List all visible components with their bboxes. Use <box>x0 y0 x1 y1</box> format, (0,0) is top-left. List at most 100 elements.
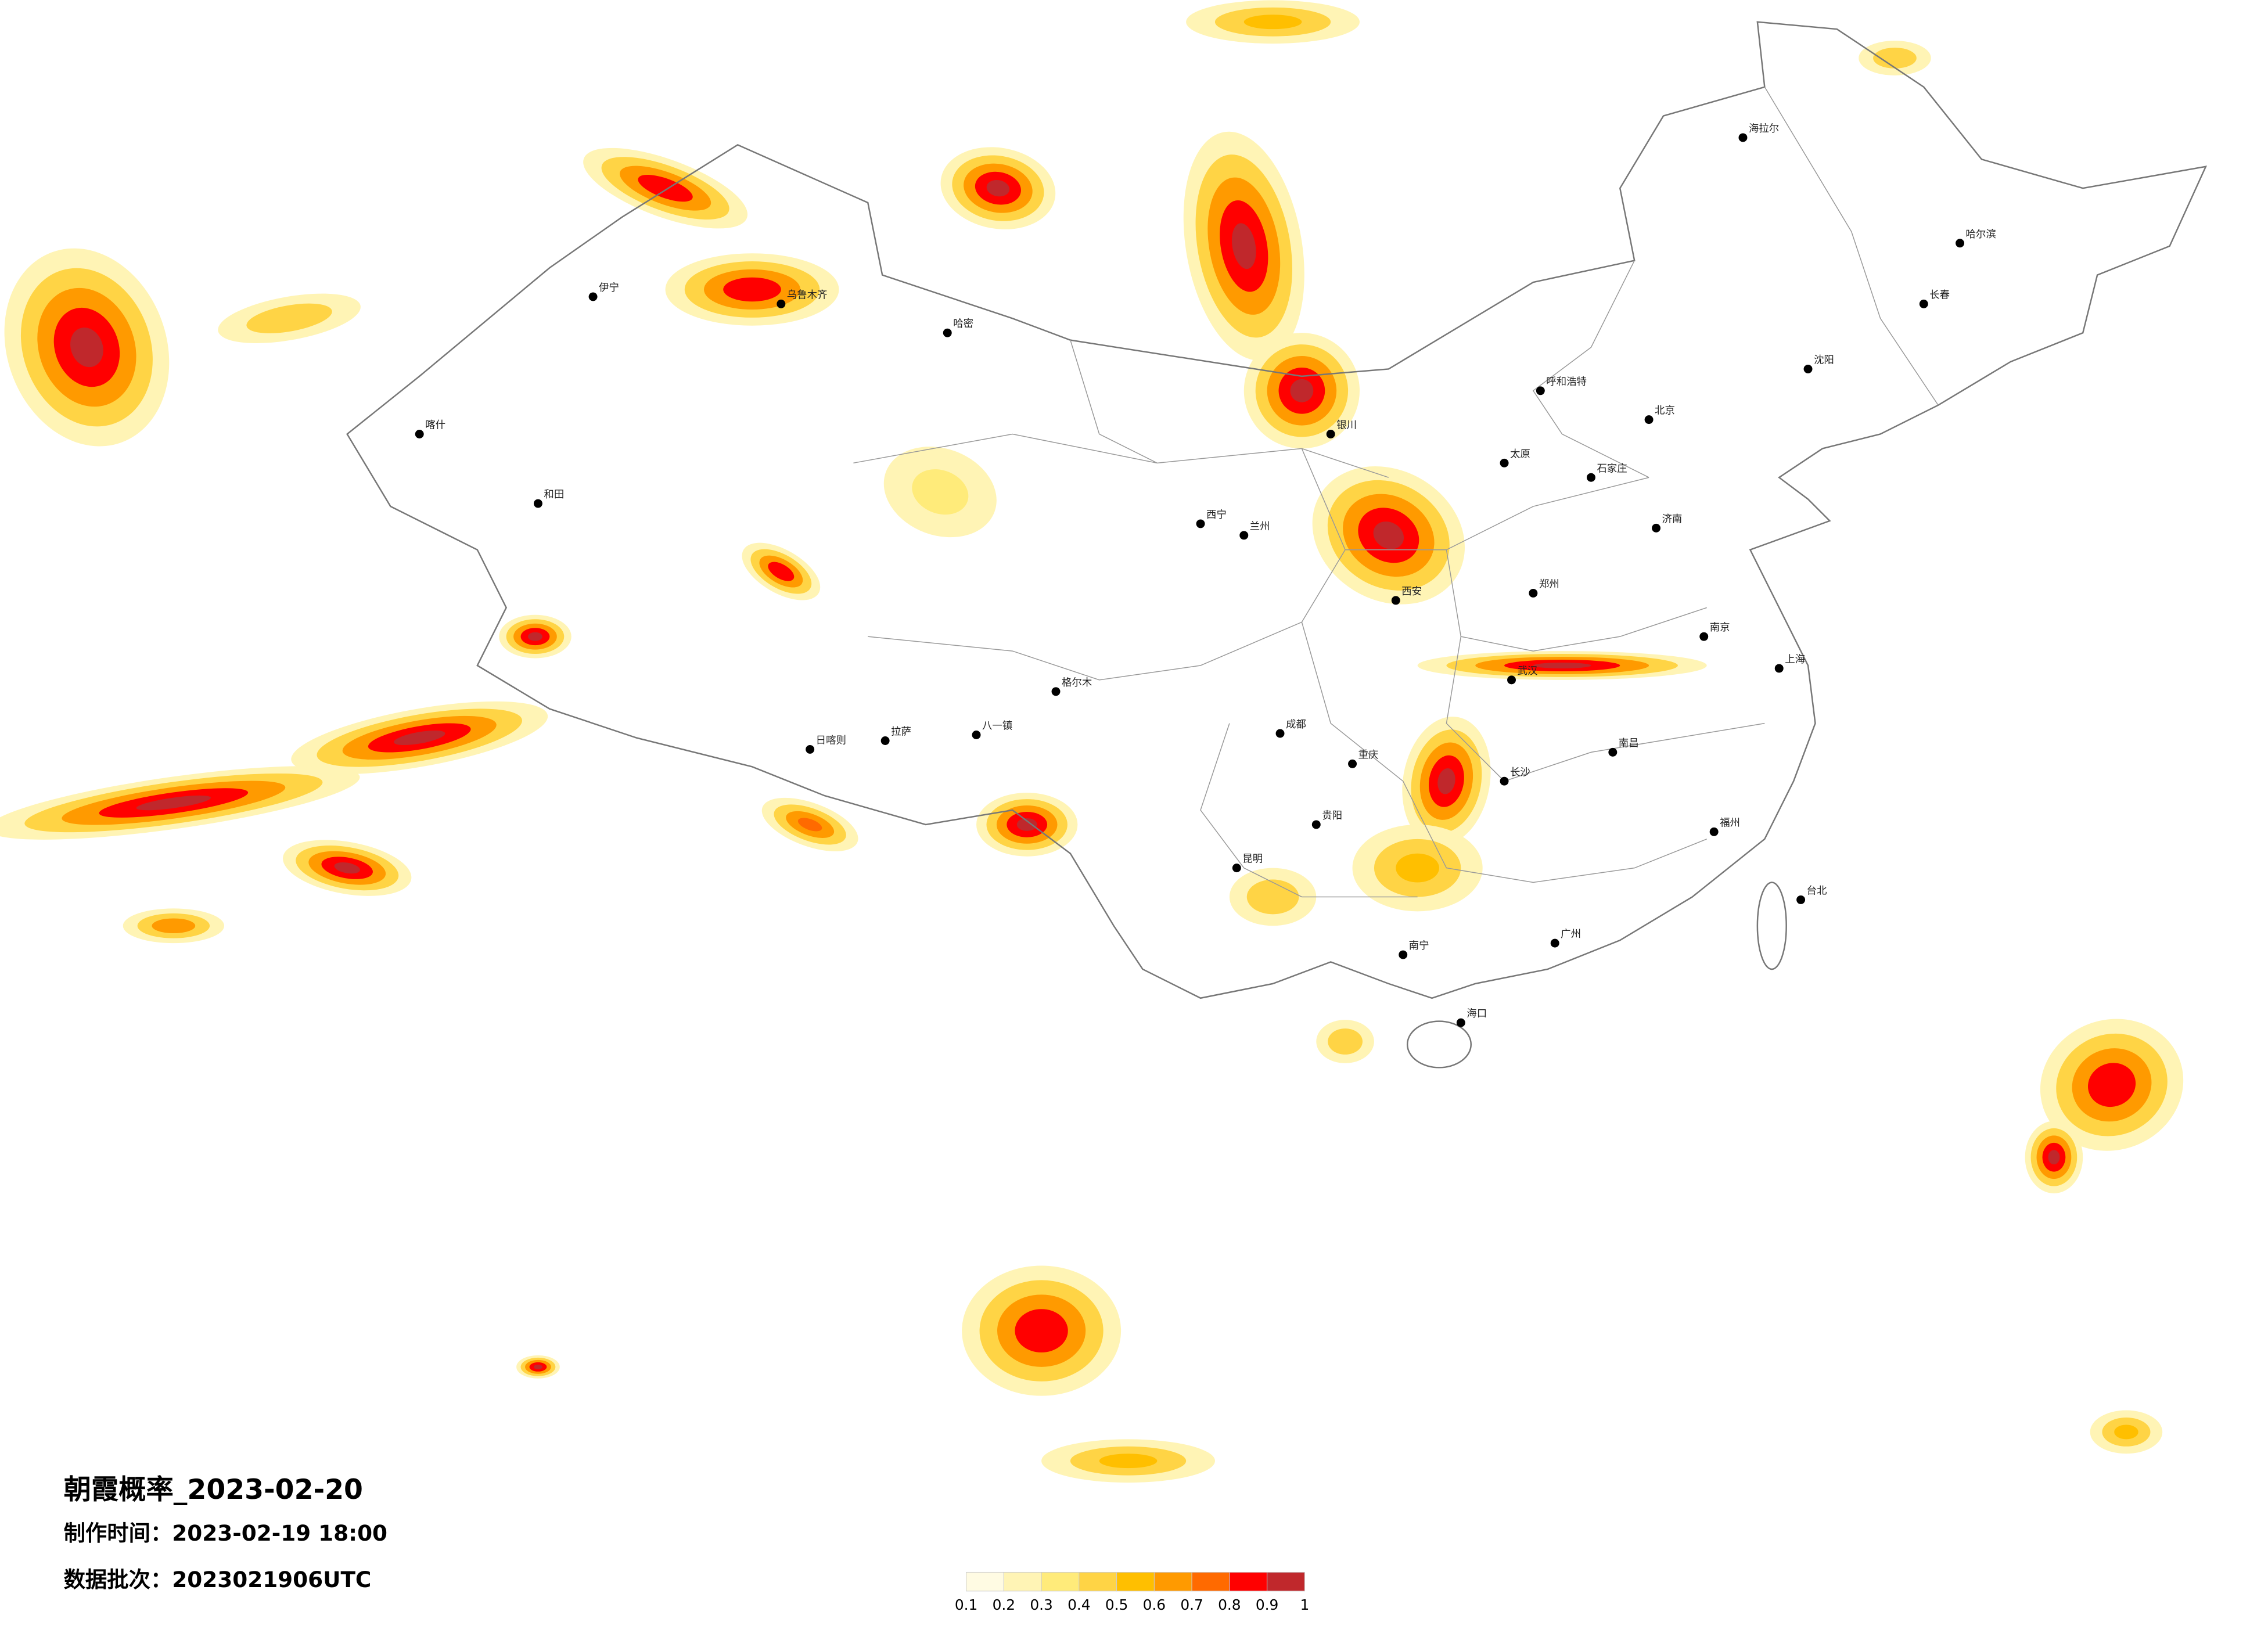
legend-tick-label: 1 <box>1300 1596 1309 1613</box>
probability-blob <box>152 918 196 934</box>
city-dot <box>1500 458 1509 467</box>
city-dot <box>1550 938 1559 948</box>
city-label: 石家庄 <box>1597 463 1627 474</box>
city-dot <box>1051 687 1061 696</box>
probability-blob <box>1246 879 1299 915</box>
city-dot <box>1196 519 1205 528</box>
city-label: 济南 <box>1662 513 1683 525</box>
probability-blob <box>1437 768 1455 794</box>
city-label: 成都 <box>1286 719 1306 731</box>
city-dot <box>533 499 542 508</box>
legend-swatch <box>1153 1571 1192 1592</box>
city-label: 福州 <box>1720 817 1740 829</box>
legend-tick-label: 0.1 <box>955 1596 978 1613</box>
city-dot <box>1652 523 1661 533</box>
city-label: 南宁 <box>1409 940 1429 952</box>
legend-swatch <box>966 1571 1004 1592</box>
city-dot <box>1311 820 1321 829</box>
city-label: 台北 <box>1807 885 1827 897</box>
legend-tick-label: 0.4 <box>1067 1596 1091 1613</box>
city-dot <box>1919 299 1928 308</box>
legend-tick-label: 0.2 <box>993 1596 1016 1613</box>
probability-blob <box>334 862 360 874</box>
probability-blob <box>638 175 693 202</box>
city-label: 海拉尔 <box>1749 123 1779 135</box>
country-border <box>346 21 2208 999</box>
legend-tick-label: 0.8 <box>1218 1596 1241 1613</box>
city-dot <box>1399 950 1408 959</box>
map-title: 朝霞概率_2023-02-20 <box>64 1474 363 1506</box>
city-dot <box>1774 664 1784 673</box>
city-dot <box>1738 133 1748 142</box>
city-label: 昆明 <box>1242 854 1263 865</box>
legend-swatch <box>1191 1571 1230 1592</box>
city-dot <box>1536 386 1545 395</box>
city-dot <box>415 430 424 438</box>
probability-blob <box>1533 662 1591 668</box>
city-dot <box>1644 415 1654 425</box>
probability-blob <box>912 469 969 515</box>
made-time: 制作时间：2023-02-19 18:00 <box>64 1520 387 1546</box>
city-label: 贵阳 <box>1322 810 1342 822</box>
city-dot <box>1275 729 1285 738</box>
legend-tick-label: 0.3 <box>1030 1596 1053 1613</box>
probability-blob <box>768 562 795 581</box>
city-label: 哈密 <box>953 318 973 330</box>
probability-blob <box>723 277 781 302</box>
city-dot <box>1529 588 1538 598</box>
city-dot <box>1709 827 1719 836</box>
probability-blob <box>246 303 332 333</box>
legend-tick-label: 0.9 <box>1256 1596 1279 1613</box>
city-label: 呼和浩特 <box>1546 376 1587 388</box>
city-dot <box>1348 759 1357 768</box>
city-label: 拉萨 <box>891 726 911 738</box>
probability-blob <box>797 818 822 832</box>
probability-blob <box>1243 15 1302 30</box>
city-dot <box>806 744 815 754</box>
probability-blob <box>1290 379 1314 402</box>
city-dot <box>1796 895 1806 904</box>
city-label: 武汉 <box>1517 665 1537 677</box>
probability-blob <box>1373 521 1404 549</box>
city-dot <box>1587 473 1595 482</box>
probability-blob <box>70 328 103 368</box>
legend: 0.1 0.2 0.3 0.4 0.5 0.6 0.7 0.8 0.9 1 <box>955 1571 1309 1613</box>
legend-tick-label: 0.6 <box>1143 1596 1166 1613</box>
city-label: 南京 <box>1710 622 1730 634</box>
city-label: 长沙 <box>1510 767 1530 778</box>
city-dot <box>943 328 952 337</box>
city-dot <box>777 299 786 308</box>
city-label: 西安 <box>1401 586 1422 598</box>
city-dot <box>1326 430 1335 438</box>
probability-blob <box>136 795 211 811</box>
probability-blob <box>1015 1309 1068 1352</box>
probability-blob <box>2048 1150 2060 1165</box>
city-dot <box>1507 675 1516 685</box>
city-label: 南昌 <box>1619 738 1639 749</box>
city-label: 哈尔滨 <box>1965 229 1996 240</box>
taiwan-island <box>1756 882 1787 970</box>
city-dot <box>1391 596 1400 605</box>
legend-swatch <box>1041 1571 1080 1592</box>
city-label: 日喀则 <box>816 735 846 746</box>
city-label: 太原 <box>1510 448 1530 460</box>
hainan-island <box>1406 1020 1472 1069</box>
city-label: 格尔木 <box>1062 677 1092 689</box>
probability-blob <box>1016 818 1037 831</box>
probability-blob <box>1873 48 1917 69</box>
data-batch: 数据批次：2023021906UTC <box>64 1567 372 1592</box>
city-dot <box>880 736 890 745</box>
city-label: 西宁 <box>1206 509 1227 521</box>
city-dot <box>1239 531 1249 540</box>
city-label: 广州 <box>1561 929 1581 940</box>
probability-blob <box>528 632 542 641</box>
city-dot <box>1456 1018 1465 1027</box>
city-label: 上海 <box>1785 654 1805 665</box>
city-label: 伊宁 <box>599 282 619 294</box>
probability-blob <box>533 1364 542 1369</box>
probability-field <box>0 0 2184 1483</box>
city-dot <box>1699 632 1709 641</box>
